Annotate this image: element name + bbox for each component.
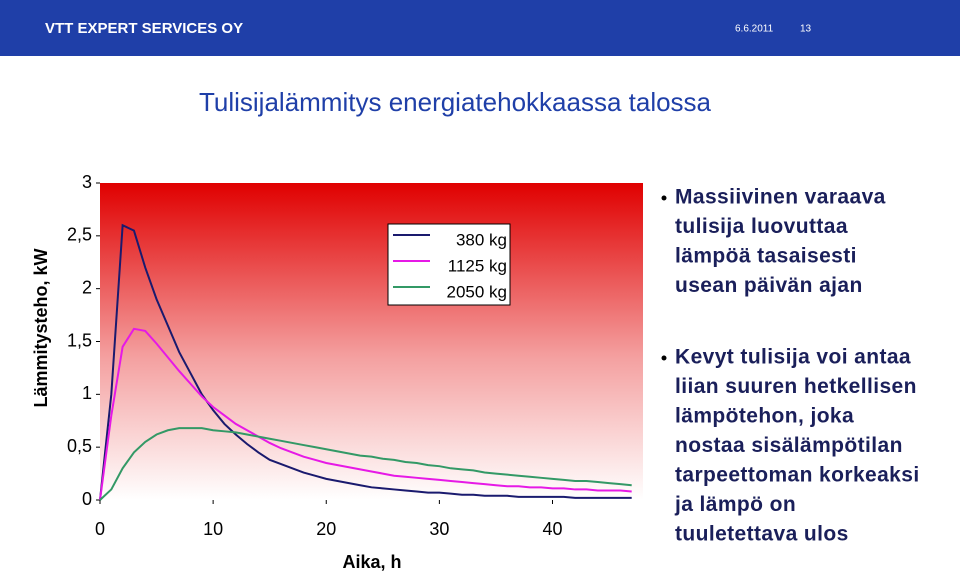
bullet-line: tuuletettava ulos [675,523,849,546]
slide-title: Tulisijalämmitys energiatehokkaassa talo… [199,87,712,117]
page-number: 13 [800,24,812,35]
x-tick-label: 0 [95,519,105,539]
bullet-line: lämpötehon, joka [675,405,854,428]
bullet-line: Massiivinen varaava [675,186,886,209]
date: 6.6.2011 [735,24,774,35]
x-tick-label: 20 [316,519,336,539]
company: VTT EXPERT SERVICES OY [45,20,243,37]
x-tick-label: 40 [542,519,562,539]
legend-label: 380 kg [456,230,507,249]
y-tick-label: 1,5 [67,330,92,350]
y-tick-label: 2,5 [67,225,92,245]
y-tick-label: 0,5 [67,436,92,456]
bullet-line: nostaa sisälämpötilan [675,434,903,457]
bullet-line: ja lämpö on [674,493,796,516]
y-tick-label: 3 [82,172,92,192]
plot-area [100,183,643,500]
legend-box [387,223,511,306]
y-tick-label: 1 [82,383,92,403]
x-tick-label: 10 [203,519,223,539]
y-axis-label: Lämmitysteho, kW [31,248,51,407]
x-tick-label: 30 [429,519,449,539]
bullet-line: liian suuren hetkellisen [675,375,917,398]
bullets: Massiivinen varaava tulisija luovuttaa läm… [661,186,920,546]
y-tick-label: 2 [82,277,92,297]
header-bar [0,0,960,56]
line-series [99,223,632,501]
y-tick-label: 0 [82,489,92,509]
bullet-dot [661,355,667,361]
line-series [99,427,632,501]
bullet-dot [661,195,667,201]
bullet-line: Kevyt tulisija voi antaa [675,346,911,369]
legend-label: 1125 kg [448,256,507,275]
line-series [99,327,632,501]
bullet-line: tarpeettoman korkeaksi [675,464,920,487]
x-axis-label: Aika, h [342,552,401,572]
bullet-line: usean päivän ajan [675,274,863,297]
bullet-line: tulisija luovuttaa [675,215,848,238]
bullet-line: lämpöä tasaisesti [675,245,857,268]
legend-label: 2050 kg [447,282,508,301]
